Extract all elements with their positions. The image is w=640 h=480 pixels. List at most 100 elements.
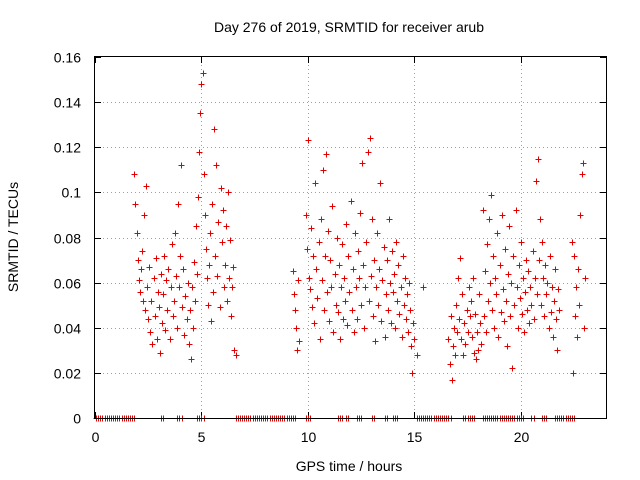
data-point [575,266,582,273]
data-point [213,162,220,169]
data-point [405,329,412,336]
data-point [344,322,351,329]
data-point [543,291,550,298]
data-point [322,253,329,260]
data-point [188,356,195,363]
data-point [551,298,558,305]
data-point [553,316,560,323]
data-point [455,275,462,282]
data-point [484,241,491,248]
data-point [359,160,366,167]
x-tick-label: 0 [92,429,100,445]
data-point [162,327,169,334]
data-point [466,284,473,291]
data-point [486,216,493,223]
data-point [362,284,369,291]
data-point [348,198,355,205]
data-point [532,275,539,282]
data-point [536,257,543,264]
data-point [292,307,299,314]
data-point [189,284,196,291]
data-point [323,151,330,158]
data-point [192,298,199,305]
data-point [139,248,146,255]
data-point [408,343,415,350]
data-point [294,347,301,354]
data-point [223,223,230,230]
data-point [470,275,477,282]
data-point [579,171,586,178]
data-point [132,201,139,208]
data-point [144,284,151,291]
data-point [138,266,145,273]
data-point [202,212,209,219]
data-point [505,271,512,278]
data-point [332,271,339,278]
data-point [409,370,416,377]
grid [95,57,606,418]
y-tick-label: 0.12 [54,140,81,156]
data-point [485,298,492,305]
data-point [554,347,561,354]
data-point [195,194,202,201]
data-point [544,280,551,287]
data-point [531,316,538,323]
data-point [184,316,191,323]
data-point [483,329,490,336]
data-point [509,365,516,372]
data-point [215,219,222,226]
data-point [414,352,421,359]
data-point [319,277,326,284]
data-point [493,291,500,298]
data-point [314,295,321,302]
data-point [521,329,528,336]
data-point [474,329,481,336]
data-point [395,262,402,269]
data-point [389,248,396,255]
data-point [513,207,520,214]
data-point [420,284,427,291]
data-point [131,171,138,178]
data-point [336,262,343,269]
data-point [148,298,155,305]
x-tick-label: 10 [301,429,317,445]
data-point [487,280,494,287]
data-point [358,302,365,309]
data-point [461,320,468,327]
data-point [310,253,317,260]
data-point [365,149,372,156]
data-point [526,320,533,327]
data-point [320,167,327,174]
data-point [546,325,553,332]
data-point [171,298,178,305]
data-point [198,81,205,88]
data-point [309,304,316,311]
data-point [181,332,188,339]
data-point [341,275,348,282]
data-point [306,275,313,282]
data-point [205,302,212,309]
data-point [209,201,216,208]
data-point [226,275,233,282]
data-point [220,207,227,214]
data-point [339,241,346,248]
data-point [510,253,517,260]
data-point [293,325,300,332]
x-tick-label: 5 [198,429,206,445]
plot-frame [94,56,607,419]
data-point [200,70,207,77]
data-point [225,189,232,196]
data-point [476,291,483,298]
data-point [187,307,194,314]
data-point [313,266,320,273]
data-point [378,318,385,325]
data-point [478,341,485,348]
data-point [556,307,563,314]
data-point [482,268,489,275]
data-point [403,316,410,323]
data-point [340,316,347,323]
data-point [477,320,484,327]
data-point [571,253,578,260]
data-point [176,284,183,291]
data-point [160,291,167,298]
